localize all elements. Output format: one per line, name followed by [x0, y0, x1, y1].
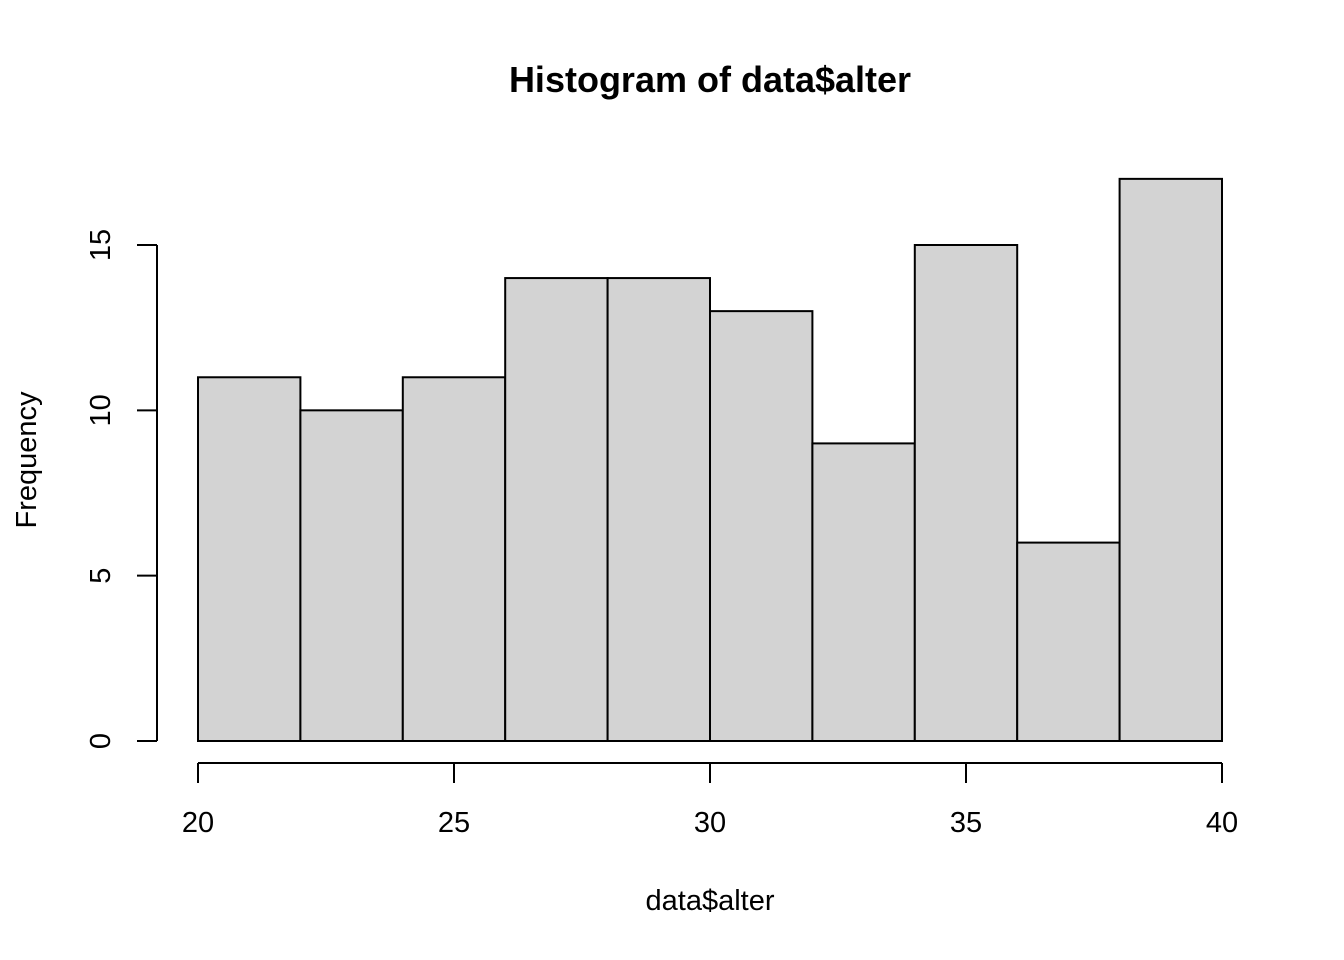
y-tick-label: 10 [85, 394, 117, 426]
y-axis: 0 5 10 15 [85, 229, 158, 749]
y-tick-label: 5 [85, 568, 117, 584]
histogram-bar [811, 442, 916, 742]
x-axis: 20 25 30 35 40 [182, 762, 1238, 839]
histogram-bar [197, 376, 302, 742]
y-tick-label: 0 [85, 733, 117, 749]
histogram-bar [299, 409, 404, 742]
x-tick-label: 40 [1206, 807, 1238, 839]
histogram-bar [504, 277, 609, 742]
x-axis-label: data$alter [646, 885, 775, 917]
x-tick-label: 30 [694, 807, 726, 839]
histogram-bar [606, 277, 711, 742]
x-tick-label: 20 [182, 807, 214, 839]
chart-title: Histogram of data$alter [509, 59, 911, 100]
histogram-bar [913, 244, 1019, 742]
histogram-bar [1016, 541, 1121, 742]
histogram-bar [401, 376, 507, 742]
histogram-bar [709, 310, 814, 742]
y-axis-label: Frequency [11, 391, 43, 529]
bars-group [197, 177, 1223, 743]
x-tick-label: 35 [950, 807, 982, 839]
y-tick-label: 15 [85, 229, 117, 261]
x-tick-label: 25 [438, 807, 470, 839]
histogram-bar [1118, 177, 1223, 743]
